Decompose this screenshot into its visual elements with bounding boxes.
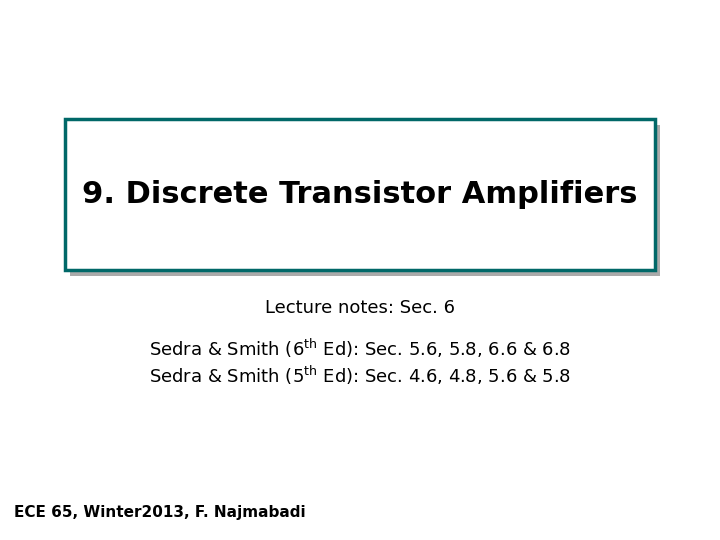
Text: ECE 65, Winter2013, F. Najmabadi: ECE 65, Winter2013, F. Najmabadi (14, 505, 306, 521)
FancyBboxPatch shape (70, 125, 660, 276)
Text: Sedra & Smith (5$^{\mathregular{th}}$ Ed): Sec. 4.6, 4.8, 5.6 & 5.8: Sedra & Smith (5$^{\mathregular{th}}$ Ed… (149, 364, 571, 387)
Text: Lecture notes: Sec. 6: Lecture notes: Sec. 6 (265, 299, 455, 317)
FancyBboxPatch shape (65, 119, 655, 270)
Text: 9. Discrete Transistor Amplifiers: 9. Discrete Transistor Amplifiers (82, 180, 638, 209)
Text: Sedra & Smith (6$^{\mathregular{th}}$ Ed): Sec. 5.6, 5.8, 6.6 & 6.8: Sedra & Smith (6$^{\mathregular{th}}$ Ed… (149, 337, 571, 360)
